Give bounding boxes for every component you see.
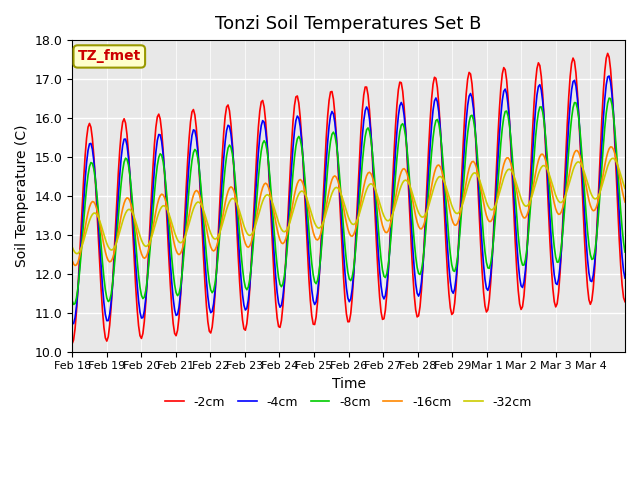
Y-axis label: Soil Temperature (C): Soil Temperature (C) [15,125,29,267]
-4cm [68,321,76,326]
-4cm [88,146,96,152]
Title: Tonzi Soil Temperatures Set B: Tonzi Soil Temperatures Set B [216,15,482,33]
-2cm [621,299,629,305]
-2cm [68,341,76,347]
-4cm [621,276,629,281]
-8cm [464,130,472,136]
-4cm [464,102,472,108]
-2cm [104,334,112,340]
-4cm [605,73,613,79]
-4cm [620,268,627,274]
-32cm [610,156,618,161]
-2cm [604,50,611,56]
X-axis label: Time: Time [332,377,365,391]
-4cm [106,312,113,317]
-2cm [545,209,552,215]
-32cm [68,244,76,250]
-32cm [620,181,627,187]
-8cm [605,95,613,101]
-8cm [88,160,96,166]
Legend: -2cm, -4cm, -8cm, -16cm, -32cm: -2cm, -4cm, -8cm, -16cm, -32cm [160,391,537,414]
-32cm [106,246,113,252]
-8cm [546,192,554,198]
-4cm [354,203,362,209]
Line: -32cm: -32cm [72,158,625,253]
Line: -16cm: -16cm [72,147,625,265]
-16cm [546,178,554,184]
-2cm [353,217,360,223]
-2cm [618,282,626,288]
-4cm [70,321,77,326]
-8cm [621,249,629,255]
-32cm [73,251,81,256]
-16cm [88,199,96,204]
-8cm [354,218,362,224]
-16cm [106,259,113,265]
-16cm [621,199,629,205]
Line: -4cm: -4cm [72,76,625,324]
-8cm [106,298,113,303]
-16cm [620,194,627,200]
-16cm [464,172,472,178]
-8cm [620,240,627,245]
-4cm [546,215,554,221]
-8cm [70,301,77,307]
-32cm [464,184,472,190]
-2cm [87,124,95,130]
-16cm [68,258,76,264]
-32cm [621,186,629,192]
-16cm [354,216,362,221]
Line: -8cm: -8cm [72,98,625,304]
-32cm [546,174,554,180]
-16cm [607,144,614,150]
-32cm [354,215,362,221]
Line: -2cm: -2cm [72,53,625,344]
-8cm [68,298,76,303]
Text: TZ_fmet: TZ_fmet [77,49,141,63]
-2cm [462,91,470,96]
-32cm [88,212,96,217]
-16cm [71,263,79,268]
